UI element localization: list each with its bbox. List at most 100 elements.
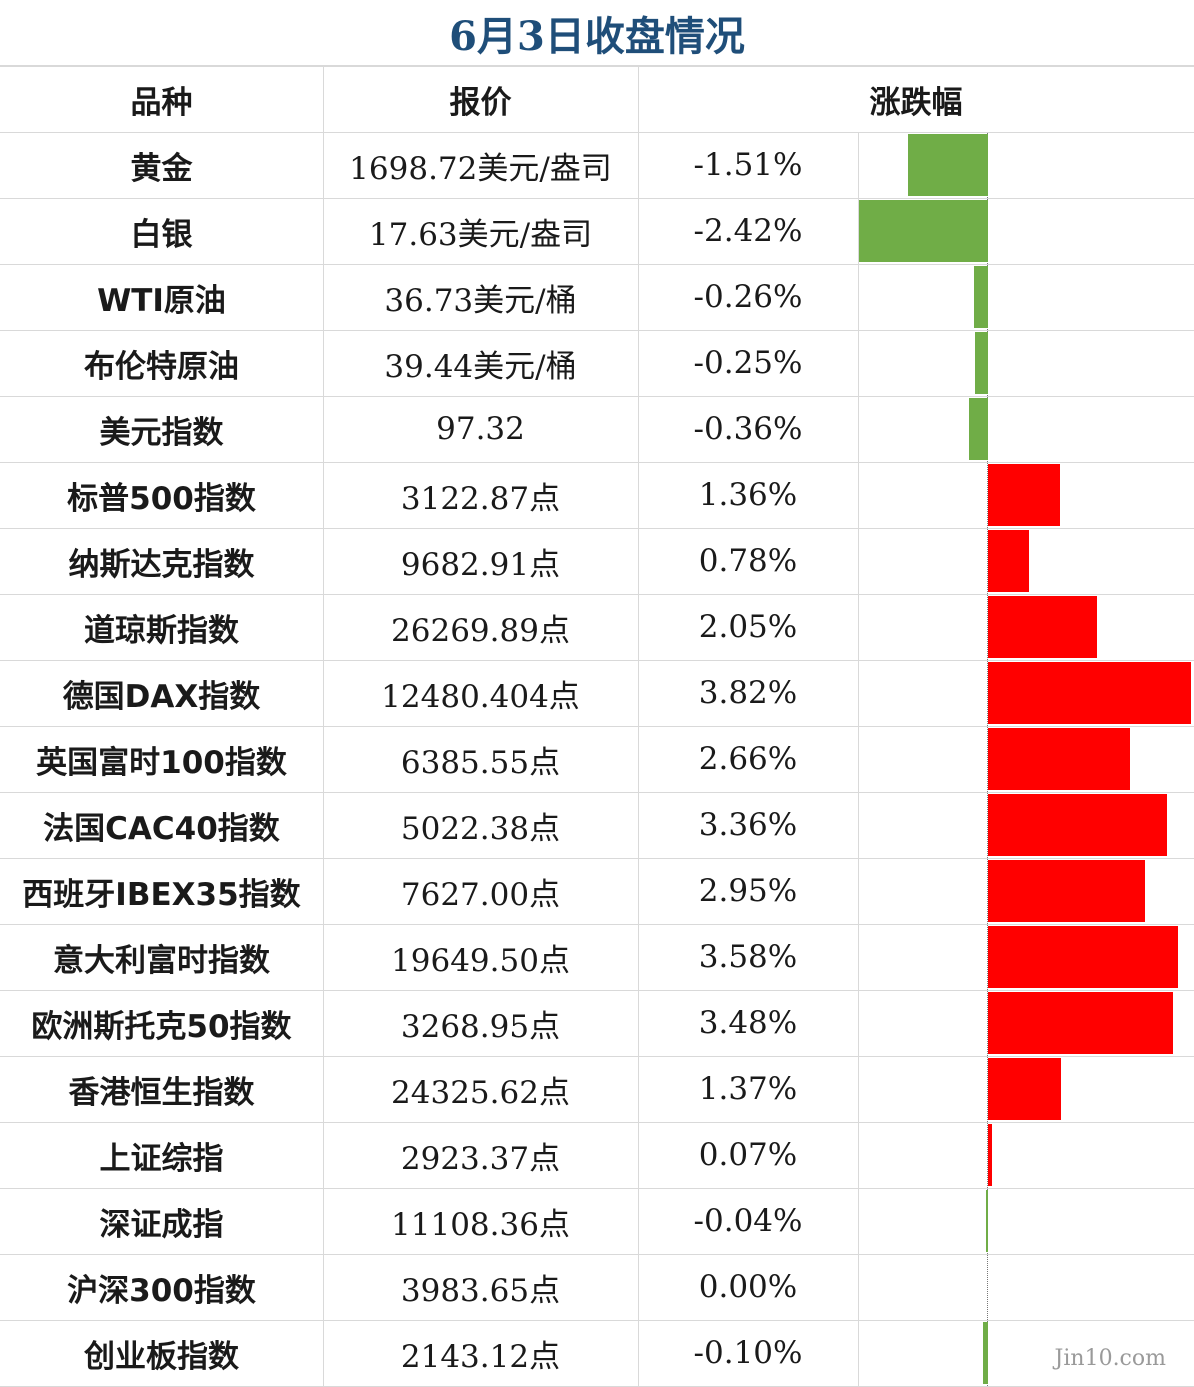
row-price: 9682.91点	[400, 546, 561, 583]
grid-line	[0, 1056, 1194, 1057]
row-name: 创业板指数	[84, 1338, 239, 1375]
grid-line	[0, 528, 1194, 529]
row-price: 2923.37点	[400, 1140, 561, 1177]
row-name: 英国富时100指数	[36, 744, 287, 781]
row-name: 法国CAC40指数	[43, 810, 280, 847]
row-price: 1698.72美元/盎司	[349, 150, 612, 187]
row-change: 2.95%	[698, 873, 798, 909]
change-bar	[974, 266, 988, 328]
row-price: 5022.38点	[400, 810, 561, 847]
change-bar	[988, 596, 1098, 658]
row-name: 标普500指数	[67, 480, 256, 517]
change-bar	[988, 530, 1030, 592]
row-price: 17.63美元/盎司	[368, 216, 593, 253]
change-bar	[988, 662, 1192, 724]
change-bar	[988, 1124, 992, 1186]
watermark: Jin10.com	[1054, 1346, 1166, 1371]
change-bar	[974, 332, 988, 394]
row-change: 0.78%	[698, 543, 798, 579]
grid-line	[0, 1188, 1194, 1189]
row-change: 3.82%	[698, 675, 798, 711]
row-price: 24325.62点	[391, 1074, 570, 1111]
row-change: -1.51%	[693, 147, 803, 183]
change-bar	[988, 926, 1179, 988]
grid-line	[323, 66, 324, 1387]
row-change: 0.00%	[698, 1269, 798, 1305]
row-name: 西班牙IBEX35指数	[22, 876, 301, 913]
row-price: 3983.65点	[400, 1272, 561, 1309]
row-change: -0.25%	[693, 345, 803, 381]
grid-line	[858, 132, 859, 1387]
grid-line	[0, 858, 1194, 859]
grid-line	[0, 1254, 1194, 1255]
row-price: 97.32	[436, 411, 525, 447]
row-price: 3122.87点	[400, 480, 561, 517]
row-change: 3.36%	[698, 807, 798, 843]
row-name: 意大利富时指数	[53, 942, 270, 979]
page-title: 6月3日收盘情况	[0, 0, 1194, 66]
row-price: 3268.95点	[400, 1008, 561, 1045]
row-name: 黄金	[130, 150, 193, 187]
row-change: 3.58%	[698, 939, 798, 975]
change-bar	[988, 1058, 1061, 1120]
change-bar	[982, 1322, 988, 1384]
grid-line	[0, 330, 1194, 331]
grid-line	[0, 462, 1194, 463]
row-name: 美元指数	[99, 414, 224, 451]
row-change: 0.07%	[698, 1137, 798, 1173]
change-bar	[859, 200, 988, 262]
grid-line	[0, 1122, 1194, 1123]
grid-line	[0, 990, 1194, 991]
change-bar	[985, 1190, 988, 1252]
grid-line	[0, 198, 1194, 199]
row-change: 1.36%	[698, 477, 798, 513]
row-name: 上证综指	[99, 1140, 224, 1177]
grid-line	[0, 132, 1194, 133]
row-name: 纳斯达克指数	[68, 546, 255, 583]
change-bar	[968, 398, 988, 460]
grid-line	[0, 594, 1194, 595]
row-price: 36.73美元/桶	[384, 282, 577, 319]
row-name: 道琼斯指数	[84, 612, 239, 649]
row-price: 11108.36点	[391, 1206, 570, 1243]
row-name: 白银	[130, 216, 193, 253]
grid-line	[0, 660, 1194, 661]
change-bar	[988, 728, 1130, 790]
grid-line	[638, 66, 639, 1387]
row-price: 26269.89点	[391, 612, 570, 649]
row-change: 2.05%	[698, 609, 798, 645]
row-name: 布伦特原油	[84, 348, 239, 385]
row-change: -0.36%	[693, 411, 803, 447]
grid-line	[0, 792, 1194, 793]
row-price: 12480.404点	[381, 678, 580, 715]
row-name: 欧洲斯托克50指数	[31, 1008, 292, 1045]
row-price: 39.44美元/桶	[384, 348, 577, 385]
grid-line	[0, 396, 1194, 397]
grid-line	[0, 264, 1194, 265]
header-name: 品种	[130, 84, 193, 121]
row-price: 19649.50点	[391, 942, 570, 979]
row-price: 2143.12点	[400, 1338, 561, 1375]
grid-line	[0, 66, 1194, 67]
row-change: -2.42%	[693, 213, 803, 249]
change-bar	[907, 134, 988, 196]
header-change: 涨跌幅	[869, 84, 963, 121]
row-change: -0.10%	[693, 1335, 803, 1371]
row-change: 1.37%	[698, 1071, 798, 1107]
row-name: 香港恒生指数	[68, 1074, 255, 1111]
grid-line	[0, 924, 1194, 925]
row-price: 6385.55点	[400, 744, 561, 781]
row-price: 7627.00点	[400, 876, 561, 913]
header-price: 报价	[449, 84, 512, 121]
row-change: 3.48%	[698, 1005, 798, 1041]
grid-line	[0, 726, 1194, 727]
change-bar	[988, 464, 1061, 526]
change-bar	[988, 860, 1145, 922]
change-bar	[988, 992, 1174, 1054]
row-change: -0.26%	[693, 279, 803, 315]
row-change: -0.04%	[693, 1203, 803, 1239]
grid-line	[0, 1320, 1194, 1321]
change-bar	[988, 794, 1167, 856]
row-change: 2.66%	[698, 741, 798, 777]
